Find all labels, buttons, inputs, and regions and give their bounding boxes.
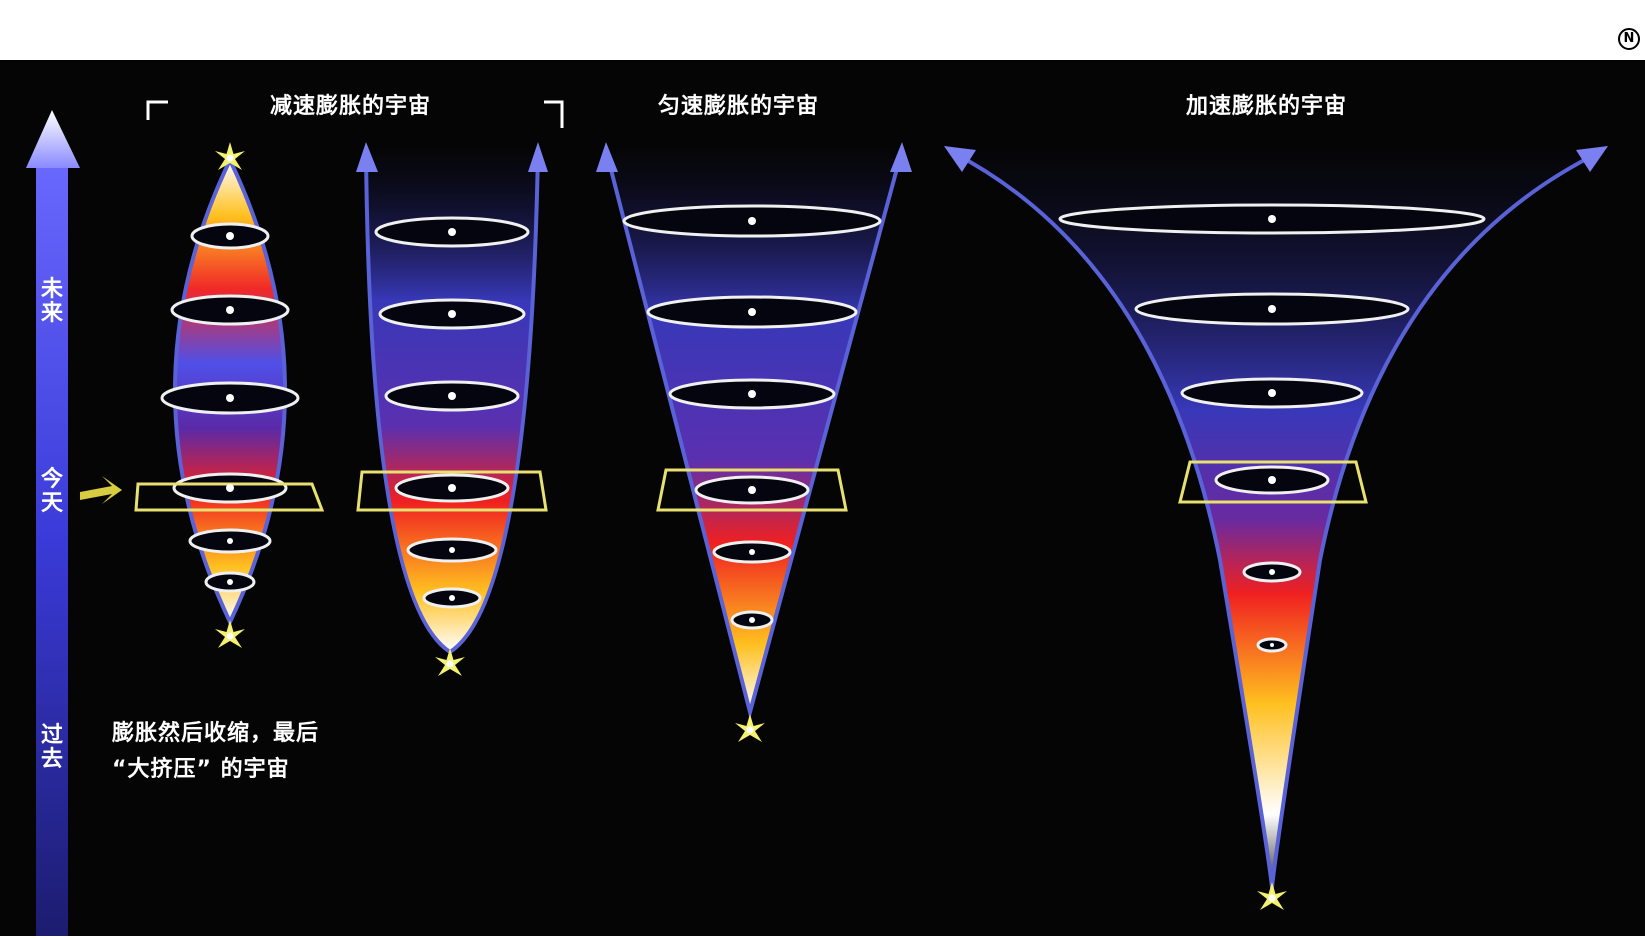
accelerating-title: 加速膨胀的宇宙 xyxy=(1186,94,1348,119)
today-frame xyxy=(134,482,325,512)
future-label: 未来 xyxy=(40,277,63,326)
accelerating-universe-model xyxy=(944,146,1608,910)
bracket-left xyxy=(146,100,168,120)
decelerating-title: 减速膨胀的宇宙 xyxy=(270,94,432,119)
time-axis-arrowhead xyxy=(26,110,80,168)
galaxy-dots xyxy=(226,215,1276,647)
arrow-head xyxy=(528,142,548,172)
time-axis xyxy=(26,110,122,936)
arrow-head xyxy=(944,146,976,172)
uniform-universe-model xyxy=(596,142,912,742)
today-label: 今天 xyxy=(40,467,63,516)
uniform-fill xyxy=(606,150,902,712)
arrow-head xyxy=(356,142,378,172)
accelerating-fill xyxy=(952,152,1600,888)
today-frame xyxy=(1178,460,1368,504)
today-pointer-arrow xyxy=(80,476,122,504)
bracket-right xyxy=(544,100,564,128)
arrow-head xyxy=(1576,146,1608,172)
arrow-head xyxy=(890,142,912,172)
big-crunch-note-line2: “大挤压” 的宇宙 xyxy=(112,757,290,782)
uniform-title: 匀速膨胀的宇宙 xyxy=(658,94,820,119)
big-crunch-note: 膨胀然后收缩，最后 “大挤压” 的宇宙 xyxy=(112,716,319,788)
today-frame xyxy=(356,470,548,512)
corner-mark: N xyxy=(1618,28,1640,50)
corner-mark-letter: N xyxy=(1623,31,1635,46)
arrow-head xyxy=(596,142,618,172)
past-label: 过去 xyxy=(40,723,63,772)
uniform-outline xyxy=(604,149,904,720)
time-axis-bar xyxy=(36,150,68,936)
today-frame xyxy=(656,468,848,512)
big-crunch-note-line1: 膨胀然后收缩，最后 xyxy=(112,721,320,746)
